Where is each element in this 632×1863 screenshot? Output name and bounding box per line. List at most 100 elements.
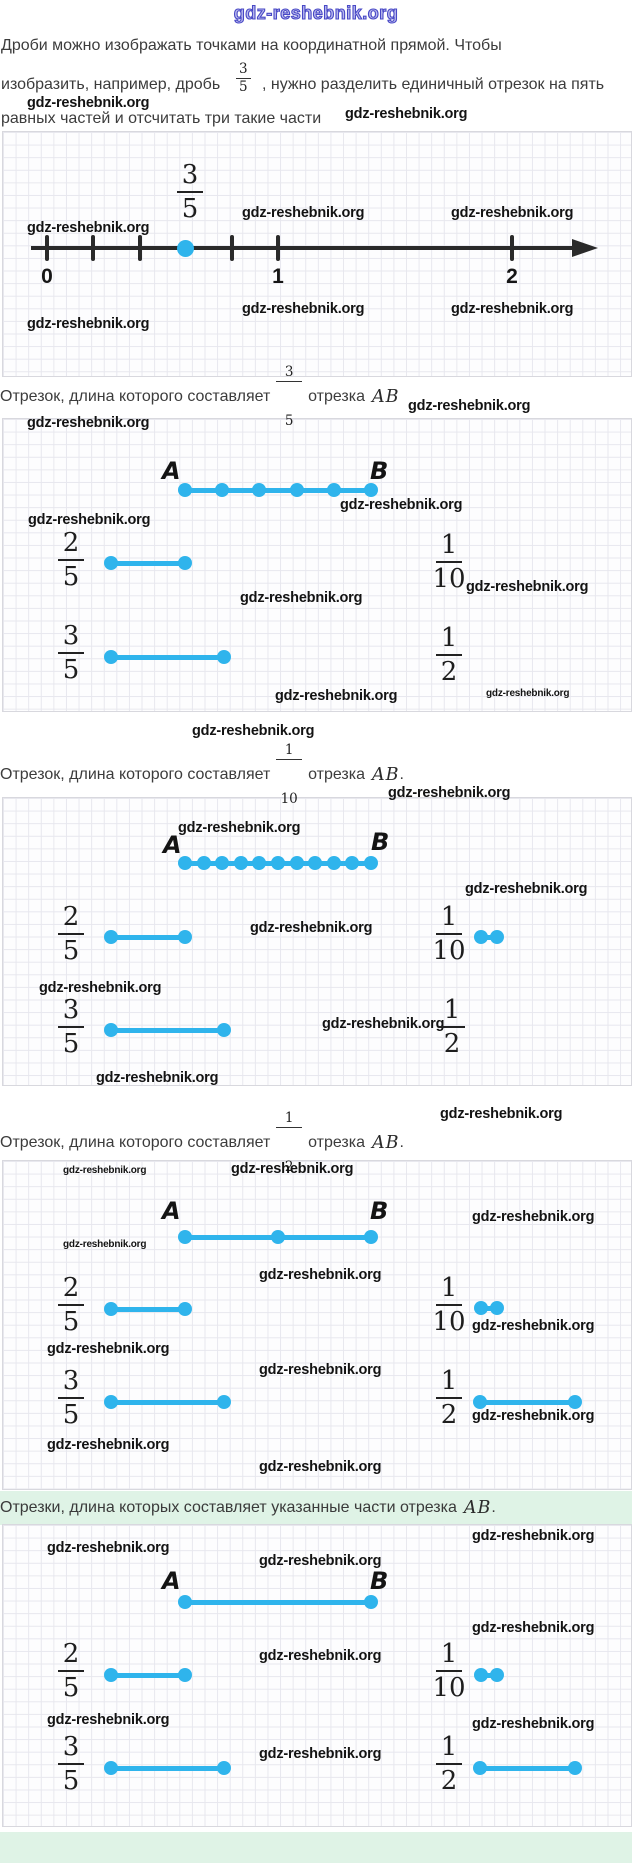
- segment-AB-dot: [271, 856, 285, 870]
- section-text-middle: отрезка: [308, 766, 365, 783]
- axis-label-1: 1: [272, 265, 284, 288]
- axis-tick: [138, 235, 142, 261]
- segment-AB-dot: [364, 856, 378, 870]
- fraction-denominator: 5: [62, 1029, 80, 1060]
- fraction-numerator: 3: [58, 1367, 84, 1400]
- watermark: gdz-reshebnik.org: [340, 497, 463, 513]
- section-fraction-numerator: 1: [276, 743, 303, 761]
- panel-three-fifths: [2, 418, 632, 712]
- watermark: gdz-reshebnik.org: [259, 1746, 382, 1762]
- fraction-segment-dot: [474, 1301, 488, 1315]
- fraction-segment-line: [111, 1673, 185, 1678]
- fraction-numerator: 3: [58, 996, 84, 1029]
- segment-AB-dot: [326, 483, 341, 497]
- fraction-denominator: 10: [432, 1673, 466, 1704]
- intro-fraction-denominator: 5: [239, 79, 248, 96]
- fraction-numerator: 1: [436, 903, 462, 936]
- segment-AB-dot: [215, 856, 230, 870]
- watermark: gdz-reshebnik.org: [451, 301, 574, 317]
- fraction-segment-dot: [490, 1301, 504, 1315]
- segment-AB-dot: [271, 1230, 285, 1244]
- watermark: gdz-reshebnik.org: [192, 723, 315, 739]
- segment-AB-line: [185, 1600, 371, 1605]
- watermark: gdz-reshebnik.org: [466, 579, 589, 595]
- watermark: gdz-reshebnik.org: [408, 398, 531, 414]
- segment-AB-dot: [252, 856, 267, 870]
- section-fraction-denominator: 10: [280, 790, 298, 807]
- watermark: gdz-reshebnik.org: [96, 1070, 219, 1086]
- fraction-segment-line: [111, 1766, 224, 1771]
- fraction-denominator: 5: [62, 562, 80, 593]
- segment-AB-dot: [326, 856, 341, 870]
- label-B: B: [370, 1567, 389, 1595]
- segment-AB-dot: [252, 483, 267, 497]
- summary-text: Отрезки, длина которых составляет указан…: [0, 1499, 457, 1516]
- segment-AB-dot: [178, 1230, 192, 1244]
- fraction-denominator: 5: [62, 1307, 80, 1338]
- section-ab: AB: [371, 765, 400, 785]
- axis-tick: [276, 235, 280, 261]
- axis-tick: [45, 235, 49, 261]
- fraction-segment-dot: [490, 930, 504, 944]
- fraction-numerator: 3: [177, 161, 203, 194]
- fraction-segment-line: [111, 1028, 224, 1033]
- segment-AB-dot: [364, 483, 378, 497]
- fraction-segment-dot: [568, 1761, 582, 1775]
- segment-AB-dot: [345, 856, 360, 870]
- segment-AB-dot: [289, 856, 304, 870]
- fraction-denominator: 5: [62, 1673, 80, 1704]
- intro-fraction: 3 5: [236, 61, 251, 96]
- fraction-segment-line: [111, 1307, 185, 1312]
- watermark: gdz-reshebnik.org: [388, 785, 511, 801]
- axis-tick: [510, 235, 514, 261]
- watermark: gdz-reshebnik.org: [47, 1712, 170, 1728]
- watermark: gdz-reshebnik.org: [27, 415, 150, 431]
- fraction-numerator: 1: [436, 1274, 462, 1307]
- number-line-axis: [31, 246, 576, 250]
- watermark: gdz-reshebnik.org: [486, 688, 570, 699]
- fraction-denominator: 5: [62, 1400, 80, 1431]
- fraction-segment-dot: [104, 556, 118, 570]
- watermark: gdz-reshebnik.org: [259, 1362, 382, 1378]
- watermark: gdz-reshebnik.org: [472, 1528, 595, 1544]
- site-watermark-header: gdz-reshebnik.org: [233, 2, 399, 23]
- watermark: gdz-reshebnik.org: [63, 1165, 147, 1176]
- intro-line-3: равных частей и отсчитать три такие част…: [1, 110, 322, 127]
- fraction-numerator: 3: [58, 1733, 84, 1766]
- segment-AB-dot: [178, 1595, 192, 1609]
- fraction-denominator: 2: [440, 1400, 458, 1431]
- fraction-denominator: 5: [62, 1766, 80, 1797]
- intro-line-2-after: , нужно разделить единичный отрезок на п…: [262, 76, 605, 93]
- segment-AB-dot: [364, 1595, 378, 1609]
- label-B: B: [371, 828, 390, 856]
- watermark: gdz-reshebnik.org: [47, 1437, 170, 1453]
- watermark: gdz-reshebnik.org: [275, 688, 398, 704]
- watermark: gdz-reshebnik.org: [47, 1540, 170, 1556]
- fraction-denominator: 5: [181, 194, 199, 225]
- fraction-denominator: 2: [443, 1029, 461, 1060]
- watermark: gdz-reshebnik.org: [472, 1318, 595, 1334]
- fraction-1-10: 1 10: [425, 531, 473, 594]
- axis-label-2: 2: [506, 265, 518, 288]
- label-A: A: [162, 1567, 181, 1595]
- watermark: gdz-reshebnik.org: [259, 1459, 382, 1475]
- section-text-before: Отрезок, длина которого составляет: [0, 1134, 271, 1151]
- section-fraction-numerator: 3: [276, 365, 303, 383]
- fraction-numerator: 3: [58, 622, 84, 655]
- section-text-tail: .: [399, 766, 404, 783]
- watermark: gdz-reshebnik.org: [231, 1161, 354, 1177]
- section-text-middle: отрезка: [308, 1134, 365, 1151]
- point-three-fifths: [177, 240, 194, 257]
- watermark: gdz-reshebnik.org: [345, 106, 468, 122]
- watermark: gdz-reshebnik.org: [250, 920, 373, 936]
- section-ab: AB: [371, 387, 400, 407]
- segment-AB-dot: [289, 483, 304, 497]
- intro-line-1: Дроби можно изображать точками на коорди…: [1, 37, 502, 54]
- watermark: gdz-reshebnik.org: [47, 1341, 170, 1357]
